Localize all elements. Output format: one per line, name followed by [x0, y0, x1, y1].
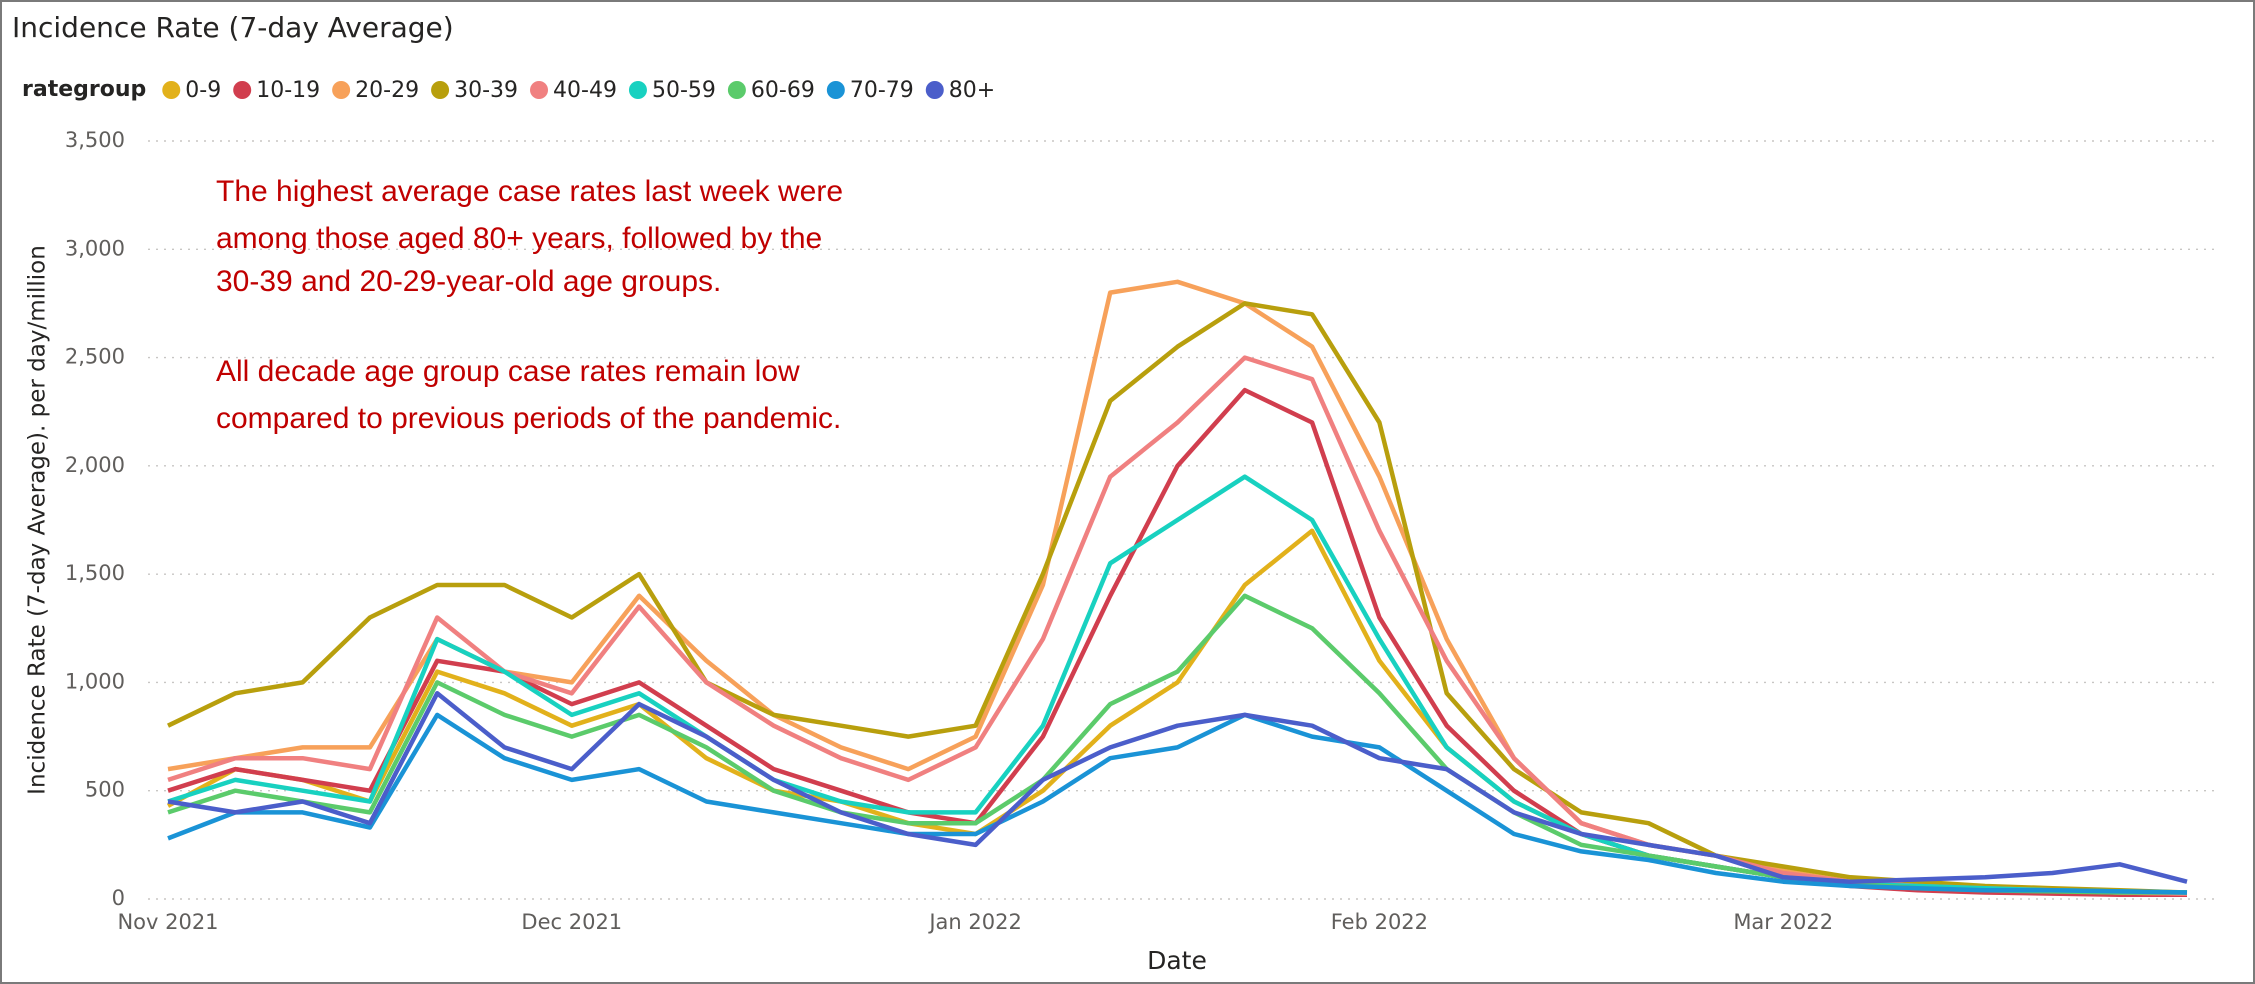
y-tick-label: 2,000	[65, 453, 125, 477]
legend-swatch	[431, 81, 450, 99]
series-line	[167, 301, 2188, 895]
lines	[166, 279, 2188, 897]
legend-label: 80+	[949, 78, 995, 103]
y-tick-label: 3,500	[65, 128, 125, 152]
y-tick-label: 2,500	[65, 345, 125, 369]
legend-swatch	[332, 81, 351, 99]
legend-label: 70-79	[850, 78, 914, 103]
legend-swatch	[727, 81, 746, 99]
annotation-line: compared to previous periods of the pand…	[216, 402, 841, 435]
y-tick-label: 1,500	[65, 561, 125, 585]
chart-title: Incidence Rate (7-day Average)	[12, 11, 454, 44]
x-tick-label: Dec 2021	[521, 910, 622, 934]
legend-title: rategroup	[22, 77, 146, 102]
x-axis-label: Date	[1147, 946, 1207, 975]
legend-swatch	[233, 81, 252, 99]
legend-label: 10-19	[256, 78, 320, 103]
grid: 0 500 1,000 1,500 2,000 2,500 3,000 3,500 Nov 20…	[65, 128, 2215, 934]
x-tick-label: Mar 2022	[1733, 910, 1833, 934]
x-tick-label: Jan 2022	[927, 910, 1022, 934]
legend-swatch	[826, 81, 845, 99]
annotation-line: All decade age group case rates remain l…	[216, 355, 800, 388]
legend-label: 60-69	[751, 78, 815, 103]
legend-label: 40-49	[553, 78, 617, 103]
legend-label: 0-9	[185, 78, 221, 103]
legend-swatch	[530, 81, 549, 99]
legend-swatch	[162, 81, 181, 99]
annotation-line: 30-39 and 20-29-year-old age groups.	[216, 265, 721, 298]
x-tick-label: Feb 2022	[1331, 910, 1428, 934]
legend-label: 50-59	[652, 78, 716, 103]
y-tick-label: 3,000	[65, 236, 125, 260]
annotation: The highest average case rates last week…	[216, 175, 843, 435]
legend-label: 30-39	[454, 78, 518, 103]
series-line	[167, 712, 2188, 895]
series-line	[167, 691, 2188, 884]
annotation-line: among those aged 80+ years, followed by …	[216, 222, 822, 255]
x-tick-label: Nov 2021	[117, 910, 218, 934]
y-axis-label: Incidence Rate (7-day Average). per day/…	[25, 245, 51, 795]
legend-swatch	[925, 81, 944, 99]
legend-swatch	[628, 81, 647, 99]
legend-label: 20-29	[355, 78, 419, 103]
legend: 0-9 10-19 20-29 30-39 40-49 50-59 60-69 70-79 80…	[162, 78, 995, 103]
y-tick-label: 500	[85, 778, 125, 802]
annotation-line: The highest average case rates last week…	[216, 175, 843, 208]
y-tick-label: 1,000	[65, 669, 125, 693]
y-tick-label: 0	[112, 886, 125, 910]
